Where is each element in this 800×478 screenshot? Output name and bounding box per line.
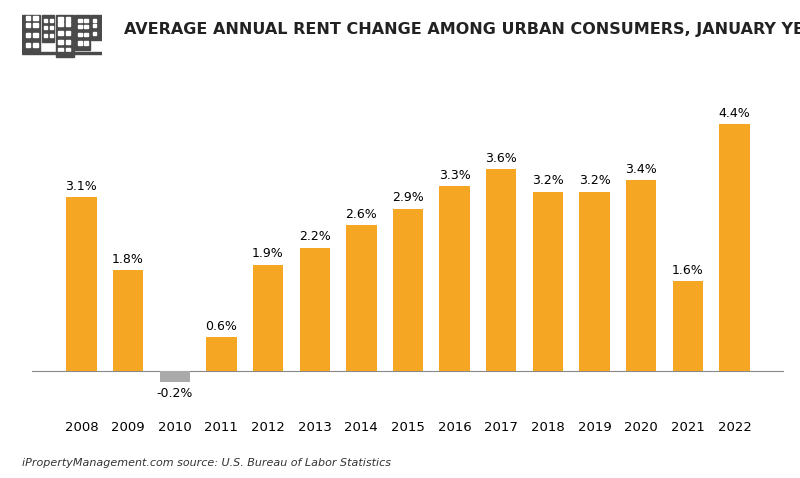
Bar bbox=[58, 40, 63, 43]
Bar bbox=[533, 192, 563, 371]
Bar bbox=[33, 23, 38, 27]
Text: 3.4%: 3.4% bbox=[626, 163, 657, 176]
Text: 2.6%: 2.6% bbox=[346, 208, 378, 221]
Text: 2.9%: 2.9% bbox=[392, 191, 424, 204]
Bar bbox=[66, 31, 70, 35]
Bar bbox=[346, 225, 377, 371]
Bar bbox=[91, 14, 102, 40]
Bar bbox=[50, 26, 53, 29]
Bar bbox=[58, 31, 63, 35]
Bar bbox=[66, 197, 97, 371]
Bar bbox=[50, 19, 53, 22]
Bar bbox=[42, 14, 54, 42]
Bar bbox=[22, 52, 102, 54]
Bar bbox=[84, 24, 88, 28]
Bar bbox=[253, 264, 283, 371]
Bar bbox=[22, 15, 40, 52]
Text: iPropertyManagement.com source: U.S. Bureau of Labor Statistics: iPropertyManagement.com source: U.S. Bur… bbox=[22, 458, 391, 468]
Bar bbox=[26, 23, 30, 27]
Bar bbox=[58, 22, 63, 26]
Text: 4.4%: 4.4% bbox=[718, 107, 750, 120]
Bar bbox=[673, 282, 703, 371]
Text: 0.6%: 0.6% bbox=[206, 320, 238, 333]
Bar bbox=[66, 22, 70, 26]
Bar bbox=[44, 19, 47, 22]
Text: 2.2%: 2.2% bbox=[298, 230, 330, 243]
Bar bbox=[66, 17, 70, 21]
Bar bbox=[58, 48, 63, 52]
Bar bbox=[66, 48, 70, 52]
Bar bbox=[84, 33, 88, 36]
Bar bbox=[393, 208, 423, 371]
Bar bbox=[44, 26, 47, 29]
Bar bbox=[44, 34, 47, 37]
Text: 1.6%: 1.6% bbox=[672, 264, 704, 277]
Bar bbox=[159, 371, 190, 382]
Bar bbox=[78, 24, 82, 28]
Text: 3.2%: 3.2% bbox=[532, 174, 564, 187]
Bar bbox=[75, 15, 90, 50]
Bar bbox=[78, 33, 82, 36]
Text: 3.2%: 3.2% bbox=[578, 174, 610, 187]
Bar bbox=[719, 124, 750, 371]
Bar bbox=[626, 181, 657, 371]
Bar bbox=[93, 19, 96, 22]
Bar bbox=[26, 16, 30, 20]
Bar bbox=[26, 33, 30, 37]
Bar bbox=[78, 19, 82, 22]
Text: 3.1%: 3.1% bbox=[66, 180, 98, 193]
Bar bbox=[56, 15, 74, 57]
Bar bbox=[299, 248, 330, 371]
Bar bbox=[84, 19, 88, 22]
Bar bbox=[439, 186, 470, 371]
Bar bbox=[26, 43, 30, 47]
Text: -0.2%: -0.2% bbox=[157, 387, 193, 400]
Bar bbox=[84, 41, 88, 45]
Bar bbox=[579, 192, 610, 371]
Bar bbox=[58, 17, 63, 21]
Bar bbox=[113, 270, 143, 371]
Bar bbox=[206, 337, 237, 371]
Text: 3.3%: 3.3% bbox=[438, 169, 470, 182]
Bar bbox=[33, 16, 38, 20]
Text: 1.9%: 1.9% bbox=[252, 247, 284, 260]
Bar bbox=[93, 24, 96, 27]
Bar bbox=[33, 43, 38, 47]
Bar bbox=[93, 32, 96, 35]
Bar bbox=[66, 40, 70, 43]
Bar bbox=[486, 169, 517, 371]
Bar bbox=[33, 33, 38, 37]
Text: AVERAGE ANNUAL RENT CHANGE AMONG URBAN CONSUMERS, JANUARY YEAR-OVER-YEAR: AVERAGE ANNUAL RENT CHANGE AMONG URBAN C… bbox=[124, 22, 800, 36]
Bar bbox=[50, 34, 53, 37]
Text: 1.8%: 1.8% bbox=[112, 253, 144, 266]
Text: 3.6%: 3.6% bbox=[486, 152, 518, 165]
Bar bbox=[78, 41, 82, 45]
